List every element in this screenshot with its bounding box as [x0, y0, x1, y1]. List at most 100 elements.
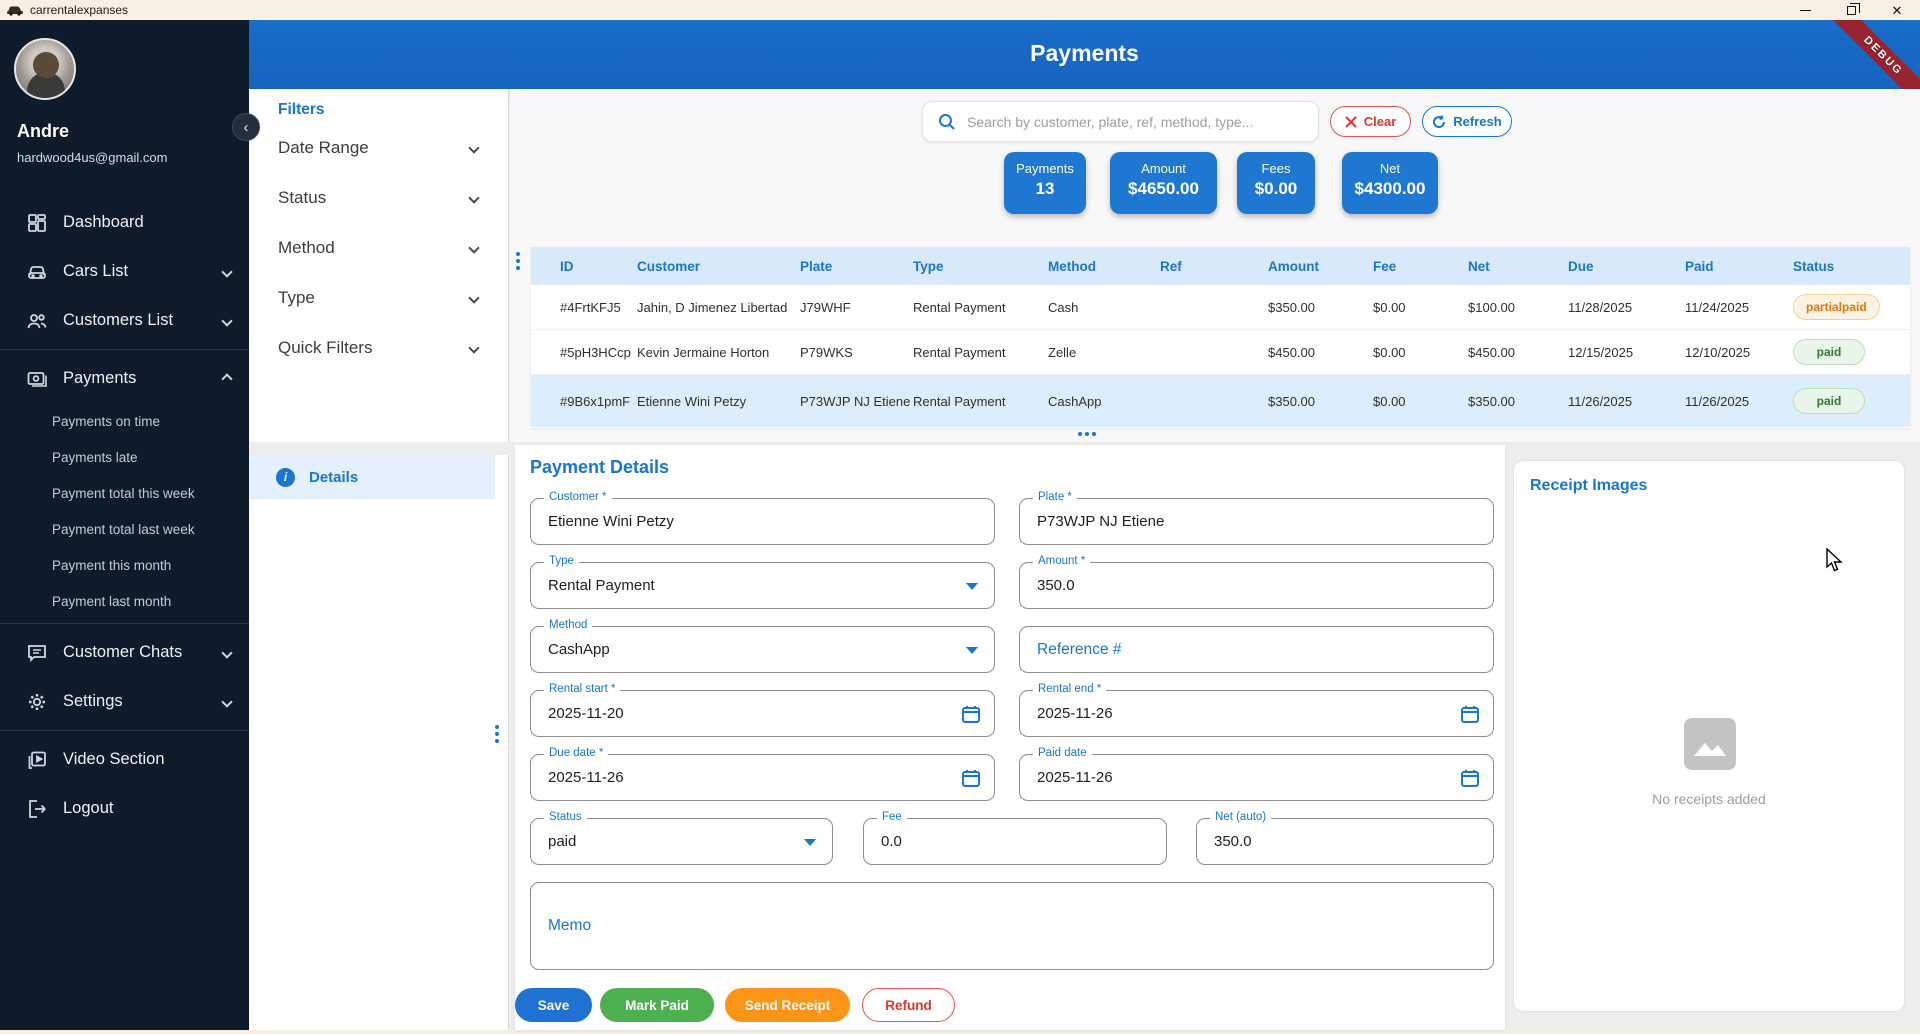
col-fee[interactable]: Fee — [1373, 258, 1397, 274]
sidebar-collapse-button[interactable]: ‹ — [232, 113, 260, 141]
col-ref[interactable]: Ref — [1160, 258, 1182, 274]
refresh-label: Refresh — [1453, 114, 1502, 129]
filter-label: Status — [278, 188, 327, 207]
col-plate[interactable]: Plate — [800, 258, 833, 274]
send-receipt-button[interactable]: Send Receipt — [725, 988, 850, 1022]
refresh-button[interactable]: Refresh — [1422, 106, 1512, 137]
table-row[interactable]: #5pH3HCcp Kevin Jermaine Horton P79WKS R… — [531, 330, 1910, 375]
chevron-down-icon — [221, 314, 233, 327]
field-value: Rental Payment — [548, 577, 655, 594]
table-drag-handle-icon[interactable] — [516, 252, 520, 270]
col-id[interactable]: ID — [560, 258, 574, 274]
stat-label: Payments — [1016, 161, 1074, 176]
calendar-icon[interactable] — [1459, 767, 1481, 789]
col-customer[interactable]: Customer — [637, 258, 701, 274]
chevron-down-icon — [468, 242, 480, 254]
calendar-icon[interactable] — [1459, 703, 1481, 725]
col-status[interactable]: Status — [1793, 258, 1835, 274]
filter-group-quick-filters[interactable]: Quick Filters — [278, 335, 480, 361]
save-button[interactable]: Save — [515, 988, 592, 1022]
stat-card-net: Net $4300.00 — [1342, 152, 1438, 214]
reference-field[interactable]: Reference # — [1019, 626, 1494, 673]
field-value: 2025-11-20 — [548, 705, 624, 722]
sidebar: Andre hardwood4us@gmail.com Dashboard Ca… — [0, 20, 249, 1030]
paid-date-field[interactable]: Paid date 2025-11-26 — [1019, 747, 1494, 801]
tab-details[interactable]: i Details — [249, 455, 495, 499]
chevron-down-icon — [468, 192, 480, 204]
filter-group-status[interactable]: Status — [278, 185, 480, 211]
cell-paid: 12/10/2025 — [1685, 344, 1751, 360]
filter-group-date-range[interactable]: Date Range — [278, 135, 480, 161]
sidebar-subitem-payment-total-this-week[interactable]: Payment total this week — [52, 485, 195, 501]
panel-drag-handle-icon[interactable] — [495, 725, 499, 743]
table-row[interactable]: #4FrtKFJ5 Jahin, D Jimenez Libertad J79W… — [531, 285, 1910, 330]
refresh-icon — [1433, 114, 1446, 128]
calendar-icon[interactable] — [960, 767, 982, 789]
field-value: Etienne Wini Petzy — [548, 513, 674, 530]
sidebar-subitem-payment-this-month[interactable]: Payment this month — [52, 557, 172, 573]
col-method[interactable]: Method — [1048, 258, 1096, 274]
col-amount[interactable]: Amount — [1268, 258, 1319, 274]
window-titlebar[interactable]: carrentalexpanses ✕ — [0, 0, 1920, 20]
col-due[interactable]: Due — [1568, 258, 1594, 274]
field-placeholder: Memo — [548, 917, 592, 934]
clear-button[interactable]: Clear — [1330, 106, 1411, 137]
fee-field[interactable]: Fee 0.0 — [863, 811, 1167, 865]
field-label: Type — [544, 555, 579, 567]
search-input[interactable] — [967, 113, 1318, 130]
field-value: CashApp — [548, 641, 610, 658]
sidebar-item-customer-chats[interactable]: Customer Chats — [0, 628, 249, 677]
sidebar-item-label: Logout — [63, 799, 114, 817]
col-paid[interactable]: Paid — [1685, 258, 1714, 274]
chevron-down-icon — [221, 265, 233, 278]
due-date-field[interactable]: Due date * 2025-11-26 — [530, 747, 995, 801]
stat-label: Fees — [1261, 161, 1291, 176]
sidebar-item-payments[interactable]: Payments — [0, 354, 249, 403]
amount-field[interactable]: Amount * 350.0 — [1019, 555, 1494, 609]
status-select[interactable]: Status paid — [530, 811, 833, 865]
sidebar-subitem-payment-last-month[interactable]: Payment last month — [52, 593, 172, 609]
splitter-handle-icon[interactable] — [1078, 432, 1096, 436]
sidebar-item-cars-list[interactable]: Cars List — [0, 247, 249, 296]
plate-field[interactable]: Plate * P73WJP NJ Etiene — [1019, 491, 1494, 545]
rental-end-field[interactable]: Rental end * 2025-11-26 — [1019, 683, 1494, 737]
filter-label: Quick Filters — [278, 338, 373, 357]
refund-button[interactable]: Refund — [862, 988, 955, 1022]
maximize-button[interactable] — [1828, 0, 1874, 20]
chevron-down-icon — [221, 646, 233, 659]
sidebar-item-customers-list[interactable]: Customers List — [0, 296, 249, 345]
type-select[interactable]: Type Rental Payment — [530, 555, 995, 609]
filter-group-method[interactable]: Method — [278, 235, 480, 261]
chevron-down-icon — [221, 695, 233, 708]
search-box[interactable] — [922, 101, 1319, 142]
sidebar-item-logout[interactable]: Logout — [0, 784, 249, 833]
memo-field[interactable]: Memo — [530, 882, 1494, 970]
calendar-icon[interactable] — [960, 703, 982, 725]
sidebar-subitem-payments-on-time[interactable]: Payments on time — [52, 413, 161, 429]
rental-start-field[interactable]: Rental start * 2025-11-20 — [530, 683, 995, 737]
cell-fee: $0.00 — [1373, 299, 1406, 315]
col-type[interactable]: Type — [913, 258, 944, 274]
cell-amount: $350.00 — [1268, 393, 1315, 409]
sidebar-subitem-payments-late[interactable]: Payments late — [52, 449, 138, 465]
filters-panel: Filters Date Range Status Method Type Qu… — [249, 89, 509, 442]
close-button[interactable]: ✕ — [1874, 0, 1920, 20]
cell-customer: Etienne Wini Petzy — [637, 393, 747, 409]
filter-group-type[interactable]: Type — [278, 285, 480, 311]
sidebar-item-label: Video Section — [63, 750, 165, 768]
table-row-selected[interactable]: #9B6x1pmF Etienne Wini Petzy P73WJP NJ E… — [531, 375, 1910, 427]
net-auto-field[interactable]: Net (auto) 350.0 — [1196, 811, 1494, 865]
customer-field[interactable]: Customer * Etienne Wini Petzy — [530, 491, 995, 545]
sidebar-item-video-section[interactable]: Video Section — [0, 735, 249, 784]
cell-method: CashApp — [1048, 393, 1102, 409]
sidebar-item-settings[interactable]: Settings — [0, 677, 249, 726]
col-net[interactable]: Net — [1468, 258, 1490, 274]
avatar[interactable] — [14, 38, 76, 100]
cell-id: #4FrtKFJ5 — [560, 299, 621, 315]
cell-amount: $450.00 — [1268, 344, 1315, 360]
sidebar-subitem-payment-total-last-week[interactable]: Payment total last week — [52, 521, 195, 537]
minimize-button[interactable] — [1782, 0, 1828, 20]
mark-paid-button[interactable]: Mark Paid — [600, 988, 714, 1022]
method-select[interactable]: Method CashApp — [530, 619, 995, 673]
sidebar-item-dashboard[interactable]: Dashboard — [0, 198, 249, 247]
